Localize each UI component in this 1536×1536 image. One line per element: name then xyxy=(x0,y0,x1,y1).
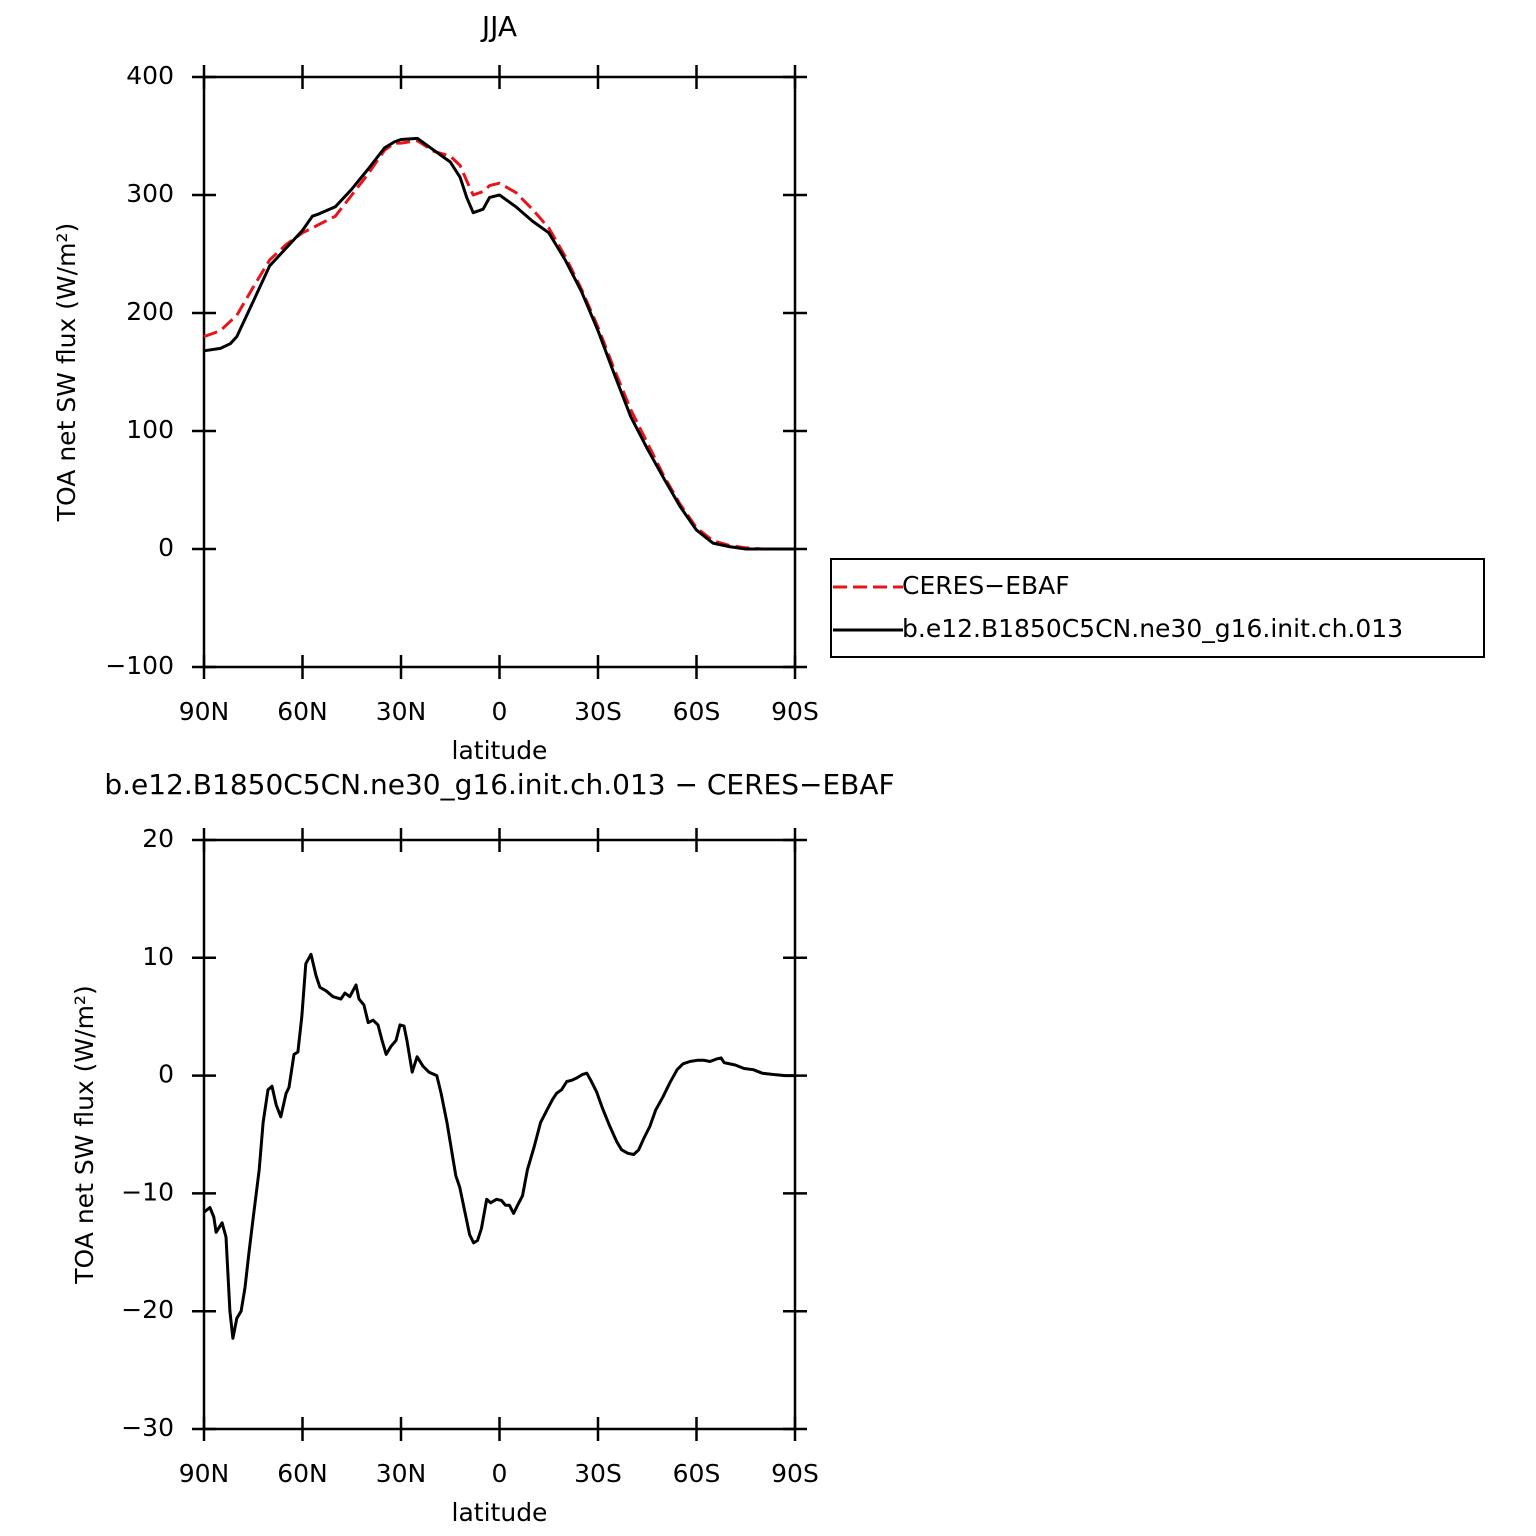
y-tick-label: 300 xyxy=(126,179,174,208)
chart-title: JJA xyxy=(480,10,517,43)
y-tick-label: 20 xyxy=(142,824,174,853)
plot-frame xyxy=(202,838,797,1431)
y-tick-label: 100 xyxy=(126,415,174,444)
x-tick-label: 90N xyxy=(179,1459,230,1488)
x-tick-label: 90S xyxy=(771,1459,819,1488)
y-tick-label: 200 xyxy=(126,297,174,326)
chart-title: b.e12.B1850C5CN.ne30_g16.init.ch.013 − C… xyxy=(104,768,894,801)
y-tick-label: 0 xyxy=(158,533,174,562)
x-axis-label: latitude xyxy=(452,1498,548,1527)
y-tick-label: −20 xyxy=(121,1295,174,1324)
legend-label: b.e12.B1850C5CN.ne30_g16.init.ch.013 xyxy=(902,614,1403,643)
data-line xyxy=(203,139,795,551)
x-tick-label: 60N xyxy=(277,697,328,726)
y-axis-label: TOA net SW flux (W/m²) xyxy=(52,223,81,522)
y-tick-label: −10 xyxy=(121,1177,174,1206)
y-tick-label: 400 xyxy=(126,61,174,90)
x-tick-label: 90S xyxy=(771,697,819,726)
data-line xyxy=(203,136,795,551)
y-tick-label: −100 xyxy=(105,651,174,680)
x-tick-label: 30S xyxy=(574,697,622,726)
x-axis-label: latitude xyxy=(452,736,548,765)
x-tick-label: 60S xyxy=(673,697,721,726)
y-tick-label: 0 xyxy=(158,1060,174,1089)
x-tick-label: 30N xyxy=(376,697,427,726)
legend-label: CERES−EBAF xyxy=(902,571,1070,600)
x-tick-label: 30S xyxy=(574,1459,622,1488)
y-axis-label: TOA net SW flux (W/m²) xyxy=(70,985,99,1284)
x-tick-label: 60N xyxy=(277,1459,328,1488)
x-tick-label: 90N xyxy=(179,697,230,726)
x-tick-label: 0 xyxy=(492,697,508,726)
data-line xyxy=(203,952,795,1340)
plot-frame xyxy=(202,75,797,669)
y-tick-label: 10 xyxy=(142,942,174,971)
y-tick-label: −30 xyxy=(121,1413,174,1442)
x-tick-label: 0 xyxy=(492,1459,508,1488)
x-tick-label: 30N xyxy=(376,1459,427,1488)
x-tick-label: 60S xyxy=(673,1459,721,1488)
legend-box xyxy=(830,558,1485,658)
